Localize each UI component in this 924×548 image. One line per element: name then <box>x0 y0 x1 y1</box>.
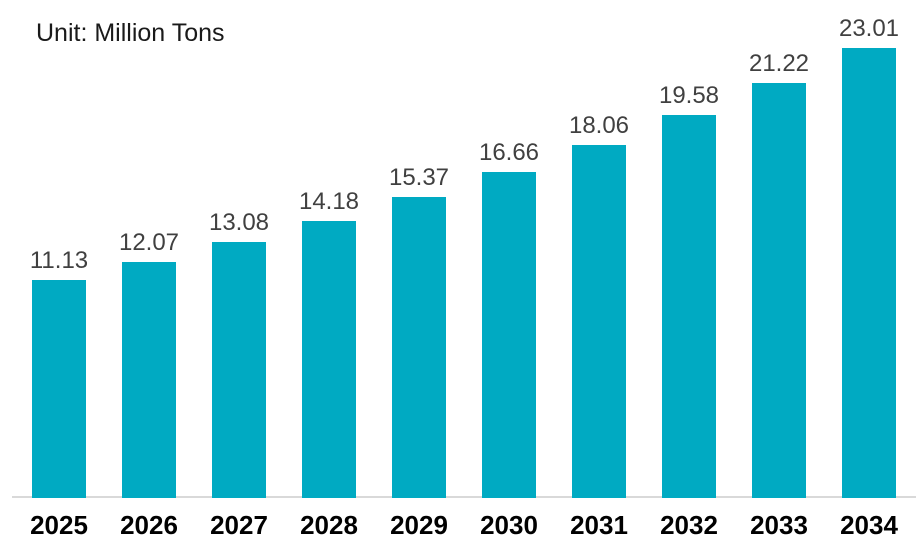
x-axis-label-2030: 2030 <box>480 510 538 540</box>
bar-2032 <box>662 115 716 498</box>
bar-column-2033: 21.22 <box>734 0 824 498</box>
bar-column-2026: 12.07 <box>104 0 194 498</box>
bar-2027 <box>212 242 266 498</box>
bar-2033 <box>752 83 806 498</box>
x-axis-label-2026: 2026 <box>120 510 178 540</box>
bar-2034 <box>842 48 896 498</box>
bar-value-label-2028: 14.18 <box>298 187 360 215</box>
bar-value-label-2030: 16.66 <box>478 139 540 167</box>
bar-column-2030: 16.66 <box>464 0 554 498</box>
bar-2029 <box>392 197 446 498</box>
bar-column-2034: 23.01 <box>824 0 914 498</box>
bar-2026 <box>122 261 176 498</box>
bar-column-2025: 11.13 <box>14 0 104 498</box>
bar-column-2027: 13.08 <box>194 0 284 498</box>
bar-column-2031: 18.06 <box>554 0 644 498</box>
x-axis-label-2027: 2027 <box>210 510 268 540</box>
x-axis-line <box>12 496 916 498</box>
x-axis-label-2032: 2032 <box>660 510 718 540</box>
chart-unit-label: Unit: Million Tons <box>36 19 225 47</box>
x-axis-label-2025: 2025 <box>30 510 88 540</box>
bar-value-label-2029: 15.37 <box>388 164 450 192</box>
bar-2031 <box>572 144 626 498</box>
bar-value-label-2027: 13.08 <box>208 209 270 237</box>
bar-value-label-2033: 21.22 <box>748 50 810 78</box>
bar-column-2028: 14.18 <box>284 0 374 498</box>
bar-value-label-2032: 19.58 <box>658 82 720 110</box>
bar-2028 <box>302 220 356 498</box>
bar-value-label-2031: 18.06 <box>568 111 630 139</box>
bar-2030 <box>482 172 536 498</box>
x-axis-label-2033: 2033 <box>750 510 808 540</box>
bar-column-2032: 19.58 <box>644 0 734 498</box>
bar-value-label-2034: 23.01 <box>838 15 900 42</box>
bar-2025 <box>32 280 86 498</box>
x-axis-label-2034: 2034 <box>840 510 898 540</box>
bar-column-2029: 15.37 <box>374 0 464 498</box>
x-axis-label-2028: 2028 <box>300 510 358 540</box>
bar-value-label-2025: 11.13 <box>29 247 89 275</box>
bar-value-label-2026: 12.07 <box>118 228 180 256</box>
x-axis-label-2031: 2031 <box>570 510 628 540</box>
x-axis-label-2029: 2029 <box>390 510 448 540</box>
